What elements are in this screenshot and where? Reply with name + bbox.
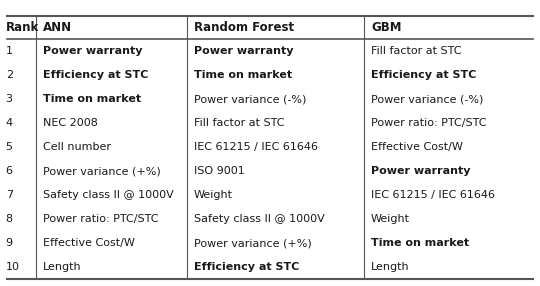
Text: Power variance (+%): Power variance (+%): [194, 238, 312, 248]
Text: 2: 2: [6, 70, 13, 80]
Text: IEC 61215 / IEC 61646: IEC 61215 / IEC 61646: [371, 190, 495, 200]
Text: Fill factor at STC: Fill factor at STC: [371, 46, 462, 56]
Text: Efficiency at STC: Efficiency at STC: [194, 262, 299, 272]
Text: Efficiency at STC: Efficiency at STC: [43, 70, 148, 80]
Text: 4: 4: [6, 118, 13, 128]
Text: Power warranty: Power warranty: [43, 46, 143, 56]
Text: Time on market: Time on market: [371, 238, 469, 248]
Text: Power variance (-%): Power variance (-%): [194, 94, 306, 104]
Text: Cell number: Cell number: [43, 142, 111, 152]
Text: 9: 9: [6, 238, 13, 248]
Text: Effective Cost/W: Effective Cost/W: [43, 238, 135, 248]
Text: Length: Length: [43, 262, 82, 272]
Text: Power variance (-%): Power variance (-%): [371, 94, 483, 104]
Text: 3: 3: [6, 94, 12, 104]
Text: Power variance (+%): Power variance (+%): [43, 166, 161, 176]
Text: Safety class II @ 1000V: Safety class II @ 1000V: [43, 190, 174, 200]
Text: NEC 2008: NEC 2008: [43, 118, 98, 128]
Text: Efficiency at STC: Efficiency at STC: [371, 70, 476, 80]
Text: IEC 61215 / IEC 61646: IEC 61215 / IEC 61646: [194, 142, 318, 152]
Text: Random Forest: Random Forest: [194, 21, 294, 34]
Text: 10: 10: [6, 262, 19, 272]
Text: GBM: GBM: [371, 21, 402, 34]
Text: Safety class II @ 1000V: Safety class II @ 1000V: [194, 214, 325, 224]
Text: 6: 6: [6, 166, 12, 176]
Text: ISO 9001: ISO 9001: [194, 166, 245, 176]
Text: Weight: Weight: [371, 214, 410, 224]
Text: Rank: Rank: [6, 21, 39, 34]
Text: Length: Length: [371, 262, 410, 272]
Text: 7: 7: [6, 190, 13, 200]
Text: Power warranty: Power warranty: [194, 46, 293, 56]
Text: 1: 1: [6, 46, 12, 56]
Text: ANN: ANN: [43, 21, 72, 34]
Text: Power ratio: PTC/STC: Power ratio: PTC/STC: [371, 118, 487, 128]
Text: Effective Cost/W: Effective Cost/W: [371, 142, 463, 152]
Text: 5: 5: [6, 142, 12, 152]
Text: 8: 8: [6, 214, 13, 224]
Text: Time on market: Time on market: [43, 94, 141, 104]
Text: Weight: Weight: [194, 190, 233, 200]
Text: Fill factor at STC: Fill factor at STC: [194, 118, 284, 128]
Text: Time on market: Time on market: [194, 70, 292, 80]
Text: Power ratio: PTC/STC: Power ratio: PTC/STC: [43, 214, 159, 224]
Text: Power warranty: Power warranty: [371, 166, 470, 176]
